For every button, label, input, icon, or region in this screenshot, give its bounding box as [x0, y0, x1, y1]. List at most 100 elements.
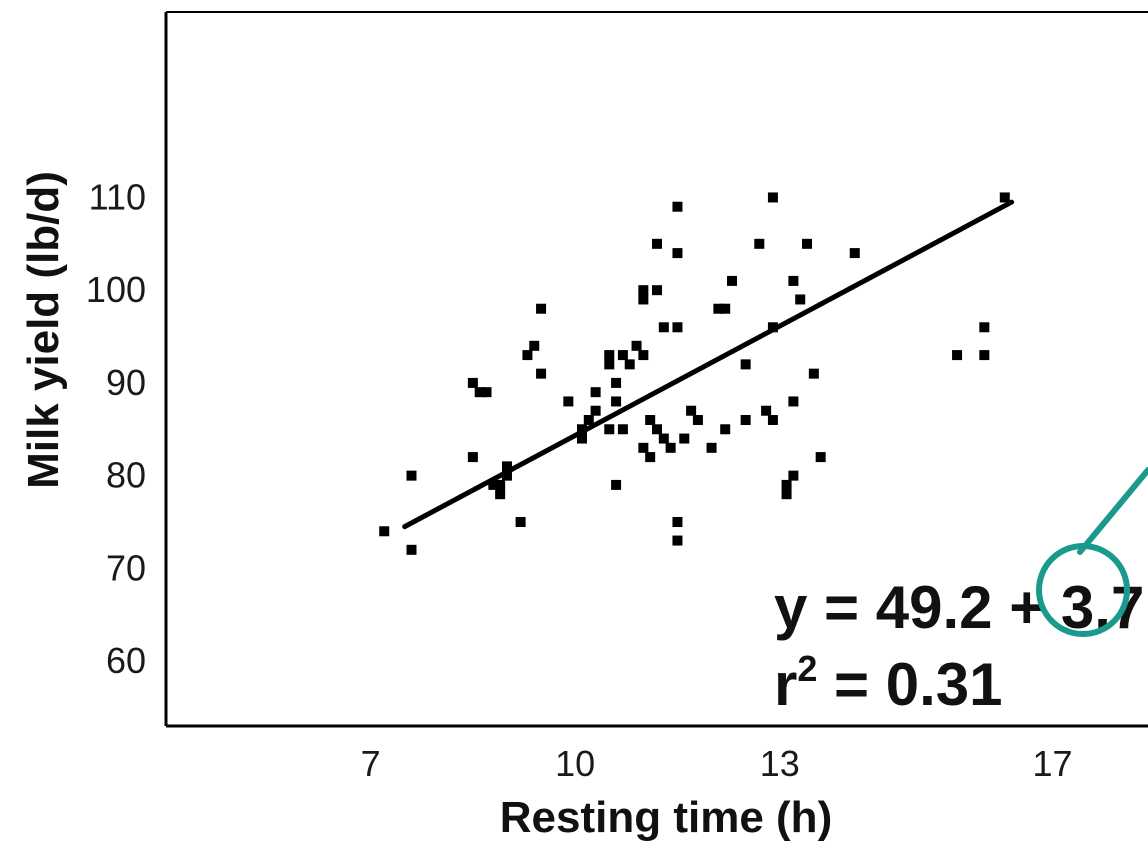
data-point [706, 442, 717, 453]
data-point [761, 405, 772, 416]
data-point [638, 285, 649, 296]
data-point [672, 535, 683, 546]
data-point [665, 442, 676, 453]
data-point [604, 350, 615, 361]
data-point [795, 294, 806, 305]
data-point [713, 303, 724, 314]
data-point [720, 303, 731, 314]
y-axis-title: Milk yield (lb/d) [19, 171, 68, 489]
r-squared-value: = 0.31 [817, 651, 1002, 718]
axes [164, 11, 1148, 728]
data-point [481, 387, 492, 398]
r-squared-base: r [774, 651, 797, 718]
data-point [788, 396, 799, 407]
data-point [611, 396, 622, 407]
data-point [631, 340, 642, 351]
data-point [474, 387, 485, 398]
data-point [788, 275, 799, 286]
data-point [583, 415, 594, 425]
data-point [522, 350, 533, 361]
r-squared-superscript: 2 [797, 648, 817, 689]
data-point [672, 322, 683, 333]
data-point [590, 387, 601, 398]
data-point [658, 322, 669, 333]
data-point [720, 424, 731, 435]
data-point [808, 368, 819, 379]
r-squared: r2 = 0.31 [774, 648, 1003, 718]
x-tick-label: 17 [1033, 743, 1073, 784]
x-tick-label: 13 [760, 743, 800, 784]
x-axis-title: Resting time (h) [500, 793, 832, 842]
data-point [529, 340, 540, 351]
data-point [536, 368, 547, 379]
data-point [406, 544, 417, 555]
callout-pointer [1077, 467, 1148, 555]
data-points [379, 192, 1010, 555]
data-point [576, 433, 587, 444]
x-tick-label: 10 [555, 743, 595, 784]
data-point [611, 479, 622, 490]
y-tick-label: 100 [86, 269, 146, 310]
data-point [999, 192, 1010, 203]
data-point [686, 405, 697, 416]
data-point [781, 489, 792, 500]
data-point [658, 433, 669, 444]
data-point [652, 238, 662, 249]
data-point [495, 479, 506, 490]
data-point [645, 415, 656, 425]
y-tick-label: 80 [106, 455, 146, 496]
x-tick-labels: 7 10 13 17 [361, 743, 1073, 784]
data-point [638, 294, 649, 305]
data-point [645, 452, 656, 463]
trend-line [402, 199, 1015, 530]
teal-callout [1036, 467, 1148, 637]
data-point [740, 415, 751, 425]
data-point [652, 424, 662, 435]
data-point [501, 470, 512, 481]
data-point [379, 526, 390, 537]
y-tick-label: 60 [106, 640, 146, 681]
data-point [501, 461, 512, 472]
data-point [692, 415, 703, 425]
data-point [672, 248, 683, 259]
data-point [672, 201, 683, 212]
data-point [624, 359, 635, 370]
data-point [979, 350, 990, 361]
data-point [563, 396, 574, 407]
data-point [781, 479, 792, 490]
data-point [815, 452, 826, 463]
data-point [604, 424, 615, 435]
data-point [979, 322, 990, 333]
data-point [638, 350, 649, 361]
data-point [788, 470, 799, 481]
y-tick-labels: 60 70 80 90 100 110 [86, 176, 146, 681]
data-point [740, 359, 751, 370]
y-tick-label: 90 [106, 362, 146, 403]
data-point [652, 285, 662, 296]
data-point [467, 377, 478, 388]
y-tick-label: 110 [89, 176, 146, 217]
data-point [679, 433, 690, 444]
data-point [672, 517, 683, 527]
data-point [495, 489, 506, 500]
data-point [638, 442, 649, 453]
data-point [617, 424, 628, 435]
data-point [406, 470, 417, 481]
data-point [467, 452, 478, 463]
data-point [767, 192, 778, 203]
data-point [952, 350, 963, 361]
data-point [849, 248, 860, 259]
data-point [767, 415, 778, 425]
data-point [536, 303, 547, 314]
data-point [604, 359, 615, 370]
data-point [590, 405, 601, 416]
regression-equation: y = 49.2 + 3.7 [774, 574, 1144, 641]
x-tick-label: 7 [361, 743, 381, 784]
data-point [488, 479, 499, 490]
data-point [727, 275, 738, 286]
data-point [611, 377, 622, 388]
data-point [754, 238, 765, 249]
data-point [802, 238, 813, 249]
y-tick-label: 70 [106, 547, 146, 588]
